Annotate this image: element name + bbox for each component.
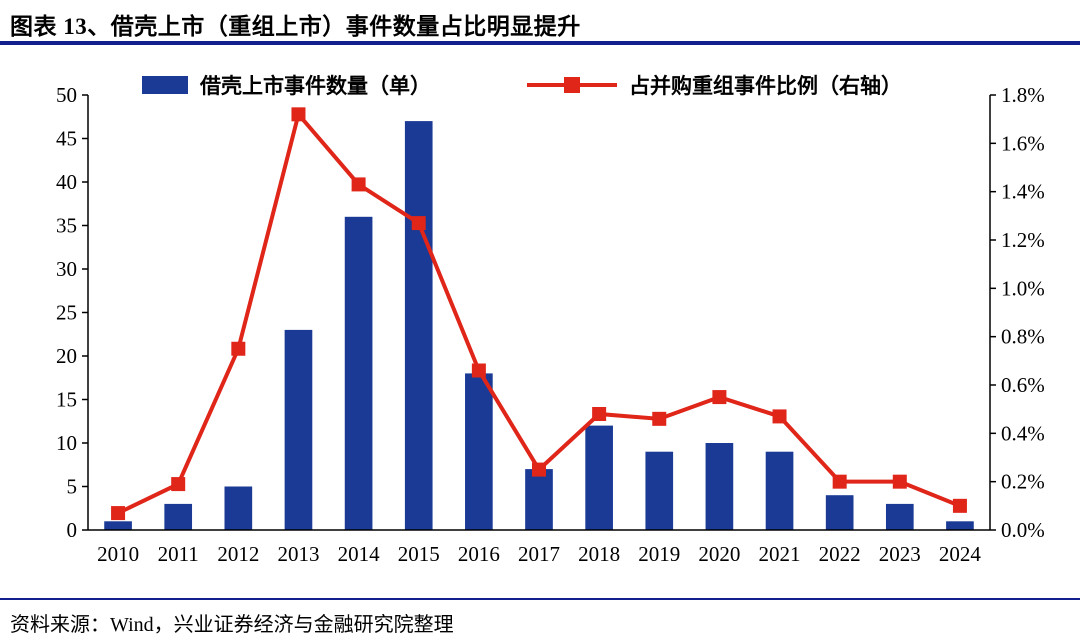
ratio-marker-2013 (291, 107, 306, 122)
x-axis-label: 2020 (698, 542, 740, 566)
bar-2024 (946, 521, 974, 530)
line-series-swatch-icon (527, 77, 617, 93)
left-axis-label: 45 (56, 127, 77, 151)
title-underline (0, 41, 1080, 45)
chart-canvas: 0 5 10 15 20 25 30 35 40 45 50 0.0% 0.2% 0.4% 0.6% 0.8%… (56, 83, 1045, 566)
bar-2019 (645, 451, 674, 530)
x-axis-label: 2011 (158, 542, 199, 566)
left-axis-label: 30 (56, 257, 77, 281)
bar-series-swatch-icon (142, 76, 188, 94)
right-axis-label: 1.8% (1001, 83, 1045, 107)
ratio-marker-2014 (351, 177, 366, 192)
left-axis-label: 50 (56, 83, 77, 107)
x-axis-label: 2014 (338, 542, 381, 566)
ratio-marker-2022 (832, 474, 847, 489)
bar-2022 (825, 495, 854, 530)
ratio-marker-2021 (772, 409, 787, 424)
bar-2014 (344, 216, 373, 531)
x-axis-label: 2010 (97, 542, 139, 566)
bar-2010 (104, 521, 132, 530)
x-axis-label: 2015 (398, 542, 440, 566)
x-axis-label: 2018 (578, 542, 620, 566)
x-axis-label: 2012 (217, 542, 259, 566)
ratio-marker-2020 (712, 390, 727, 405)
right-axis-label: 1.2% (1001, 228, 1045, 252)
x-axis-label: 2024 (939, 542, 982, 566)
line-swatch-marker (564, 77, 580, 93)
ratio-marker-2018 (592, 407, 607, 421)
ratio-marker-2019 (652, 411, 667, 426)
x-axis-label: 2017 (518, 542, 560, 566)
figure-title: 图表 13、借壳上市（重组上市）事件数量占比明显提升 (10, 14, 581, 39)
x-axis-label: 2016 (458, 542, 500, 566)
right-axis-label: 0.0% (1001, 518, 1045, 542)
right-axis-label: 1.0% (1001, 276, 1045, 300)
legend-item-line-series: 占并购重组事件比例（右轴） (527, 70, 902, 100)
ratio-marker-2023 (892, 474, 907, 489)
x-axis-label: 2023 (879, 542, 921, 566)
bar-2020 (705, 443, 734, 530)
right-axis-label: 1.4% (1001, 180, 1045, 204)
legend-item-bar-series: 借壳上市事件数量（单） (142, 70, 431, 100)
bar-2013 (284, 329, 313, 530)
ratio-marker-2012 (231, 341, 246, 356)
ratio-marker-2015 (411, 216, 426, 231)
ratio-marker-2024 (952, 498, 967, 513)
right-axis-label: 0.4% (1001, 421, 1045, 445)
x-axis-label: 2022 (819, 542, 861, 566)
bar-2023 (885, 503, 914, 530)
right-axis-label: 1.6% (1001, 131, 1045, 155)
bar-2011 (164, 503, 193, 530)
left-axis-label: 20 (56, 344, 77, 368)
ratio-line (117, 110, 961, 515)
bar-2012 (224, 486, 253, 530)
bar-2016 (465, 373, 493, 530)
ratio-marker-2016 (471, 363, 486, 378)
x-axis-label: 2021 (759, 542, 801, 566)
left-axis-label: 10 (56, 431, 77, 455)
footer-rule (0, 598, 1080, 600)
left-axis-label: 35 (56, 214, 77, 238)
left-axis-label: 40 (56, 170, 77, 194)
combo-chart: 0 5 10 15 20 25 30 35 40 45 50 0.0% 0.2% 0.4% 0.6% 0.8%… (0, 48, 1080, 593)
left-axis-label: 15 (56, 388, 77, 412)
ratio-marker-2011 (171, 477, 186, 492)
bar-2015 (404, 121, 433, 530)
right-axis-label: 0.2% (1001, 470, 1045, 494)
bar-2017 (525, 469, 553, 530)
bar-2021 (765, 451, 794, 530)
left-axis-label: 0 (67, 518, 78, 542)
source-note: 资料来源：Wind，兴业证券经济与金融研究院整理 (10, 614, 454, 636)
x-axis-label: 2019 (638, 542, 680, 566)
bar-series-label: 借壳上市事件数量（单） (200, 74, 431, 98)
line-series-label: 占并购重组事件比例（右轴） (629, 74, 902, 98)
ratio-marker-2010 (111, 506, 126, 521)
right-axis-label: 0.6% (1001, 373, 1045, 397)
chart-legend: 借壳上市事件数量（单） 占并购重组事件比例（右轴） (142, 70, 902, 100)
right-axis-label: 0.8% (1001, 325, 1045, 349)
left-axis-label: 25 (56, 301, 77, 325)
left-axis-label: 5 (67, 475, 78, 499)
ratio-marker-2017 (532, 462, 546, 477)
bar-2018 (585, 425, 613, 530)
x-axis-label: 2013 (277, 542, 319, 566)
